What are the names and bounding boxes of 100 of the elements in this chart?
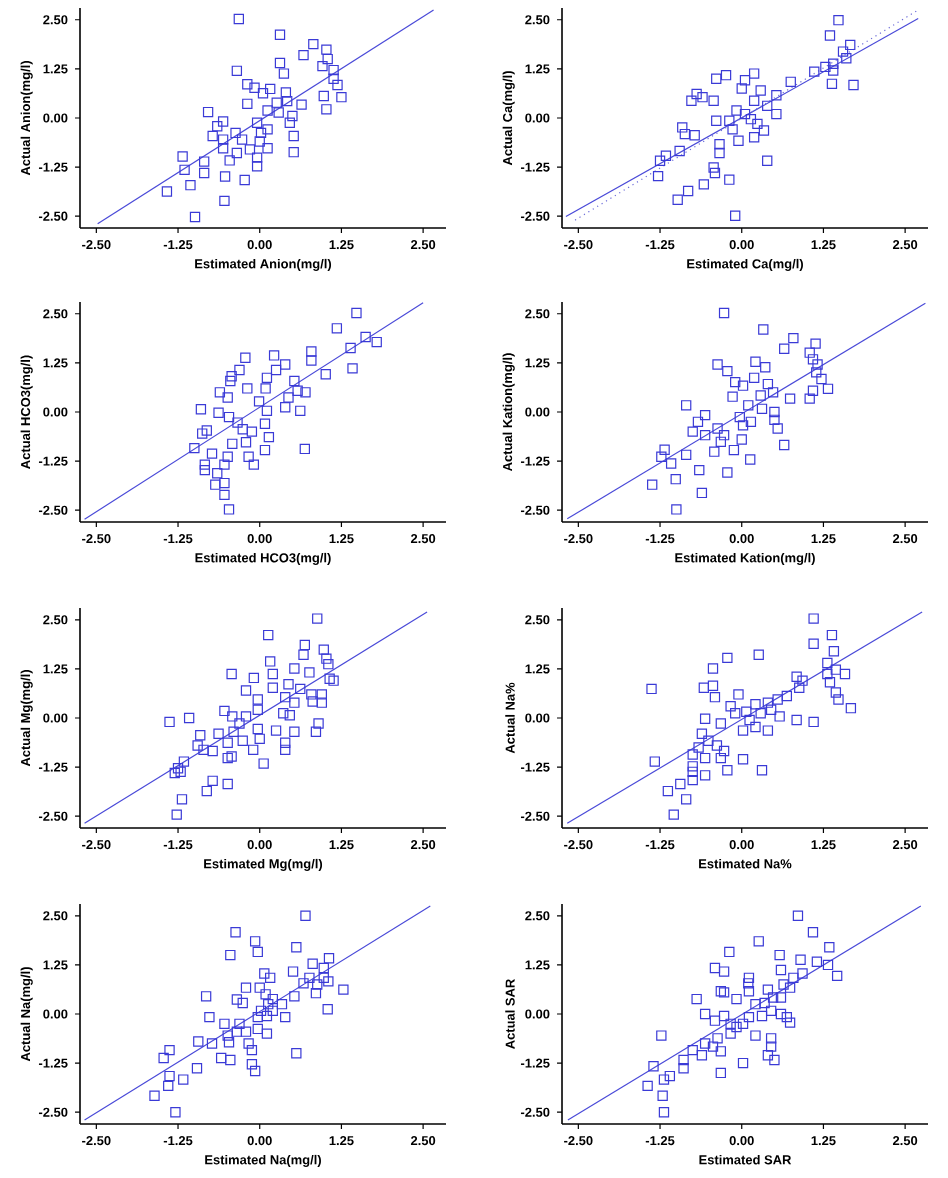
point — [677, 122, 688, 133]
point — [727, 391, 738, 402]
point — [833, 14, 844, 26]
point — [748, 132, 760, 143]
point — [807, 354, 819, 365]
point — [289, 375, 300, 387]
point — [207, 130, 218, 142]
point — [718, 429, 730, 441]
point — [647, 479, 658, 490]
point — [689, 130, 700, 141]
point — [321, 44, 332, 55]
point — [714, 139, 725, 150]
point — [848, 79, 859, 91]
point — [246, 426, 258, 437]
point — [212, 468, 223, 479]
point — [699, 409, 711, 421]
point — [734, 411, 745, 423]
point — [292, 385, 303, 396]
point — [692, 416, 704, 427]
point — [251, 161, 263, 172]
point — [745, 416, 757, 427]
point — [784, 393, 796, 404]
point — [331, 323, 343, 334]
point — [262, 143, 273, 154]
point — [195, 404, 207, 415]
point — [284, 117, 295, 128]
point — [271, 97, 282, 108]
point — [261, 405, 273, 416]
point — [727, 124, 738, 135]
point — [232, 417, 243, 428]
point — [737, 420, 749, 431]
point — [295, 405, 306, 416]
point — [804, 393, 815, 404]
point — [199, 464, 211, 476]
point — [711, 73, 722, 84]
point — [788, 332, 799, 344]
point — [837, 46, 849, 57]
point — [722, 365, 733, 377]
point — [743, 400, 754, 411]
point — [762, 100, 773, 111]
point — [177, 151, 188, 162]
point — [826, 78, 838, 89]
point — [696, 487, 708, 499]
point — [748, 68, 760, 79]
point — [273, 107, 284, 118]
point — [769, 406, 780, 418]
point — [711, 115, 722, 126]
point — [828, 65, 839, 76]
point — [724, 174, 735, 185]
point — [760, 362, 771, 373]
point — [712, 359, 723, 370]
point — [318, 90, 329, 102]
point — [242, 383, 253, 394]
point — [674, 145, 685, 157]
point — [654, 155, 666, 166]
point — [771, 90, 782, 101]
point — [828, 58, 839, 69]
point — [809, 66, 820, 77]
point — [219, 477, 230, 489]
point — [243, 451, 254, 462]
point — [263, 431, 275, 443]
point — [239, 174, 250, 186]
point — [699, 429, 711, 441]
point — [288, 146, 299, 158]
point — [283, 392, 294, 403]
point — [265, 83, 276, 95]
point — [708, 162, 719, 173]
point — [347, 363, 358, 374]
point — [280, 87, 292, 98]
point — [231, 65, 243, 77]
point — [660, 150, 672, 161]
point — [198, 156, 210, 167]
point — [296, 99, 307, 110]
point — [779, 343, 790, 354]
point — [697, 91, 708, 103]
point — [287, 110, 298, 122]
point — [212, 121, 223, 132]
point — [249, 82, 260, 93]
point — [240, 437, 252, 448]
point — [242, 98, 253, 110]
point — [679, 128, 691, 140]
point — [251, 152, 263, 163]
point — [262, 105, 273, 116]
point — [687, 426, 698, 437]
point — [670, 473, 681, 485]
point — [748, 372, 760, 383]
point — [758, 125, 770, 136]
point — [288, 130, 299, 142]
point — [219, 171, 231, 182]
point — [308, 38, 319, 50]
point — [811, 367, 822, 378]
point — [328, 64, 339, 76]
point — [328, 73, 339, 84]
point — [745, 454, 756, 465]
point — [278, 68, 290, 79]
point — [748, 95, 760, 106]
point — [351, 307, 362, 319]
point — [739, 75, 751, 86]
point — [691, 88, 702, 100]
point — [681, 400, 692, 411]
